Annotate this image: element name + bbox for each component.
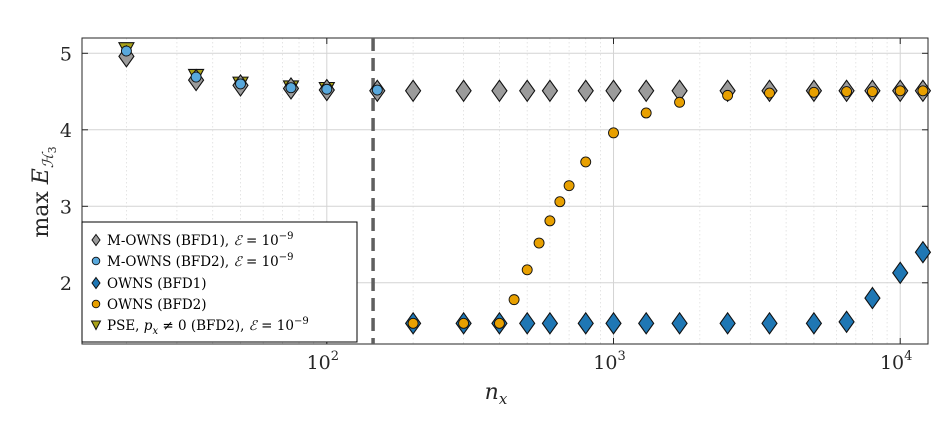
legend-label: OWNS (BFD2) <box>107 297 207 313</box>
legend-label: M-OWNS (BFD1), ℰ = 10−9 <box>107 231 294 249</box>
legend-triangle-marker <box>90 320 102 331</box>
series-diamond-2 <box>404 240 932 335</box>
series-circle-3 <box>407 85 929 329</box>
circle-marker <box>235 78 246 90</box>
diamond-marker <box>805 311 823 335</box>
circle-marker <box>764 87 775 99</box>
legend-entry: OWNS (BFD2) <box>91 297 207 313</box>
diamond-marker <box>577 79 594 103</box>
circle-marker <box>521 264 533 276</box>
y-tick-label: 5 <box>60 43 72 65</box>
legend-diamond-marker <box>91 233 101 247</box>
x-tick-label: 103 <box>593 349 625 374</box>
diamond-marker <box>838 310 855 334</box>
diamond-marker <box>864 286 881 310</box>
circle-marker <box>493 317 505 329</box>
y-axis-label: max Eℋ3 <box>29 146 59 237</box>
diamond-marker <box>914 240 932 264</box>
diamond-marker <box>892 261 909 285</box>
plot-frame <box>81 37 929 345</box>
circle-marker <box>640 107 652 119</box>
circle-marker <box>580 156 592 168</box>
circle-marker <box>190 71 202 83</box>
circle-marker <box>458 317 470 329</box>
legend-entry: M-OWNS (BFD2), ℰ = 10−9 <box>91 252 294 270</box>
diamond-marker <box>519 311 536 335</box>
circle-marker <box>894 85 906 97</box>
circle-marker <box>407 317 419 329</box>
diamond-marker <box>761 311 778 335</box>
data-points <box>117 42 932 335</box>
legend-circle-marker <box>91 299 101 309</box>
diamond-marker <box>577 311 594 335</box>
circle-marker <box>866 86 878 98</box>
diamond-marker <box>541 311 559 335</box>
circle-marker <box>722 89 734 101</box>
circle-marker <box>608 127 619 139</box>
circle-marker <box>554 196 566 208</box>
circle-marker <box>808 86 820 98</box>
legend-marker-owns-bfd2 <box>91 299 101 309</box>
legend-marker-pse <box>90 320 102 331</box>
diamond-marker <box>404 79 422 103</box>
circle-marker <box>563 180 575 192</box>
diamond-marker <box>541 79 559 103</box>
y-tick-label: 2 <box>60 273 72 295</box>
circle-marker <box>544 215 556 227</box>
diamond-marker <box>491 79 508 103</box>
diamond-marker <box>638 79 655 103</box>
legend-label: PSE, px ≠ 0 (BFD2), ℰ = 10−9 <box>107 316 309 337</box>
legend: M-OWNS (BFD1), ℰ = 10−9 M-OWNS (BFD2), ℰ… <box>81 221 358 343</box>
legend-circle-marker <box>91 256 101 266</box>
diamond-marker <box>638 311 655 335</box>
y-tick-label: 4 <box>60 120 72 142</box>
diamond-marker <box>455 79 472 103</box>
circle-marker <box>321 83 333 95</box>
circle-marker <box>917 85 929 97</box>
series-triangle-down-4 <box>117 42 336 98</box>
circle-marker <box>285 82 297 94</box>
diamond-marker <box>719 311 736 335</box>
y-tick-label: 3 <box>60 196 72 218</box>
circle-marker <box>508 294 520 306</box>
legend-marker-owns-bfd1 <box>91 276 101 290</box>
legend-entry: PSE, px ≠ 0 (BFD2), ℰ = 10−9 <box>90 316 309 337</box>
x-tick-label: 102 <box>307 349 339 374</box>
diamond-marker <box>605 79 622 103</box>
diamond-marker <box>671 311 688 335</box>
legend-label: OWNS (BFD1) <box>107 276 207 292</box>
circle-marker <box>841 86 853 98</box>
legend-diamond-marker <box>91 276 101 290</box>
legend-entry: M-OWNS (BFD1), ℰ = 10−9 <box>91 231 294 249</box>
x-axis-label: nx <box>485 380 508 408</box>
legend-marker-m-owns-bfd2 <box>91 256 101 266</box>
circle-marker <box>371 84 383 96</box>
legend-entry: OWNS (BFD1) <box>91 276 207 292</box>
legend-box <box>81 221 358 343</box>
x-tick-label: 104 <box>880 349 912 374</box>
circle-marker <box>533 237 545 249</box>
legend-label: M-OWNS (BFD2), ℰ = 10−9 <box>107 252 294 270</box>
circle-marker <box>120 45 132 57</box>
diamond-marker <box>519 79 536 103</box>
circle-marker <box>674 96 686 108</box>
diamond-marker <box>605 311 622 335</box>
plot-area-border <box>81 37 929 345</box>
tick-labels: 102 103 104 2 3 4 5 <box>60 38 928 374</box>
legend-marker-m-owns-bfd1 <box>91 233 101 247</box>
series-circle-1 <box>120 45 383 96</box>
